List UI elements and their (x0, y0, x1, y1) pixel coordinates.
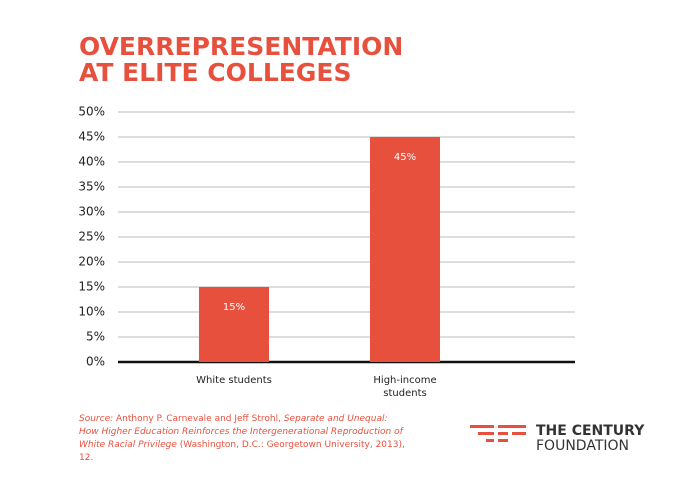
bar (199, 287, 269, 362)
bar (370, 137, 440, 362)
chart-title: OVERREPRESENTATION (79, 32, 403, 61)
y-tick-label: 50% (78, 105, 105, 119)
y-tick-label: 45% (78, 130, 105, 144)
y-tick-label: 0% (86, 355, 105, 369)
y-tick-label: 35% (78, 180, 105, 194)
y-tick-label: 5% (86, 330, 105, 344)
y-tick-label: 40% (78, 155, 105, 169)
value-label: 45% (394, 152, 416, 163)
logo-text: THE CENTURY (536, 423, 645, 439)
x-tick-label: High-income students (373, 375, 437, 399)
chart-title: AT ELITE COLLEGES (79, 58, 351, 87)
y-tick-label: 30% (78, 205, 105, 219)
logo-text: FOUNDATION (536, 438, 629, 454)
y-tick-label: 25% (78, 230, 105, 244)
y-tick-label: 20% (78, 255, 105, 269)
source-note: Source: Anthony P. Carnevale and Jeff St… (79, 413, 409, 465)
y-tick-label: 10% (78, 305, 105, 319)
logo-icon (470, 425, 526, 442)
source-authors: Anthony P. Carnevale and Jeff Strohl, (113, 414, 284, 424)
source-work: Separate and Unequal: How Higher Educati… (79, 414, 403, 450)
y-tick-label: 15% (78, 280, 105, 294)
x-tick-label: White students (196, 375, 272, 386)
source-label: Source: (79, 414, 114, 424)
source-publisher: (Washington, D.C.: Georgetown University… (79, 440, 405, 463)
value-label: 15% (223, 302, 245, 313)
